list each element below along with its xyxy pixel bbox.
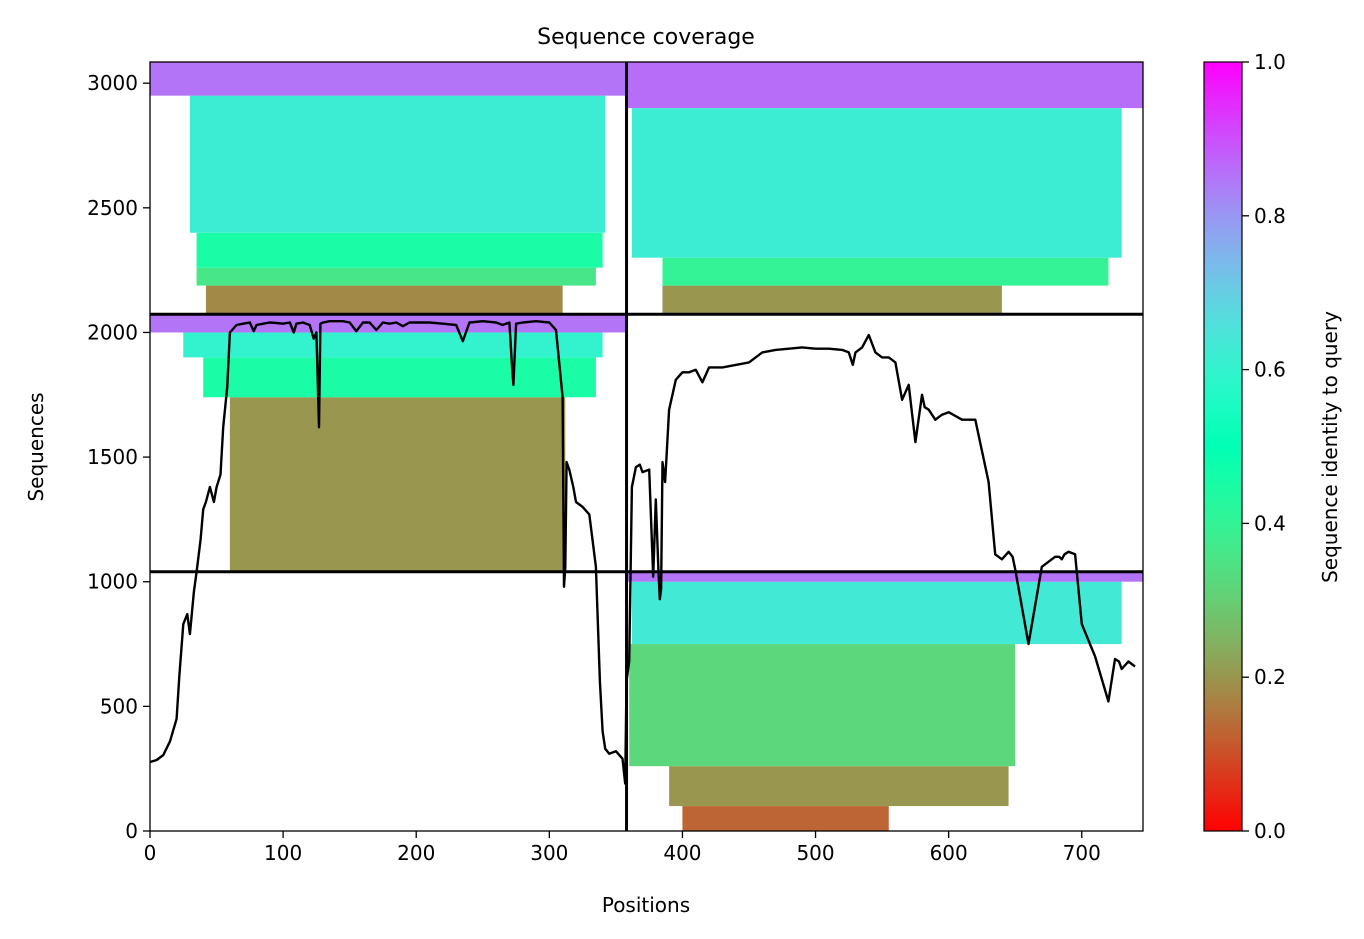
y-tick-label-3000: 3000	[87, 71, 138, 95]
identity-band-0-3	[189, 95, 606, 233]
x-tick-label-300: 300	[530, 841, 568, 865]
identity-band-0-4	[150, 62, 627, 96]
coverage-line	[149, 320, 1136, 785]
identity-band-3-0	[682, 806, 889, 831]
y-tick-label-0: 0	[125, 819, 138, 843]
y-tick-label-2500: 2500	[87, 196, 138, 220]
y-axis-label: Sequences	[24, 392, 48, 501]
identity-band-3-1	[669, 766, 1009, 807]
y-tick-label-1000: 1000	[87, 570, 138, 594]
x-tick-label-400: 400	[663, 841, 701, 865]
x-axis-label: Positions	[602, 893, 690, 917]
colorbar-tick-label-0: 0.0	[1254, 819, 1286, 843]
plot-frame	[149, 61, 1144, 832]
colorbar-tick-label-1: 0.2	[1254, 665, 1286, 689]
x-tick-label-200: 200	[397, 841, 435, 865]
identity-heatmap	[150, 62, 1143, 831]
identity-band-0-1	[196, 267, 596, 286]
colorbar	[1203, 61, 1243, 832]
x-axis-ticks: 0 100 200 300 400 500 600 700	[144, 831, 1101, 865]
coverage-line-group	[149, 320, 1136, 785]
identity-band-3-4	[626, 571, 1143, 582]
colorbar-tick-label-4: 0.8	[1254, 204, 1286, 228]
x-tick-label-100: 100	[264, 841, 302, 865]
x-tick-label-500: 500	[796, 841, 834, 865]
x-tick-label-600: 600	[930, 841, 968, 865]
y-tick-label-500: 500	[100, 694, 138, 718]
chart-title: Sequence coverage	[537, 25, 755, 50]
identity-band-3-3	[631, 581, 1122, 645]
colorbar-tick-label-5: 1.0	[1254, 50, 1286, 74]
identity-band-0-0	[205, 285, 563, 315]
identity-band-1-1	[662, 257, 1109, 286]
x-tick-label-0: 0	[144, 841, 157, 865]
y-tick-label-2000: 2000	[87, 320, 138, 344]
identity-band-2-1	[203, 357, 596, 398]
colorbar-label: Sequence identity to query	[1318, 311, 1342, 583]
x-tick-label-700: 700	[1063, 841, 1101, 865]
colorbar-tick-label-3: 0.6	[1254, 358, 1286, 382]
identity-band-1-0	[662, 285, 1002, 315]
colorbar-ticks: 0.0 0.2 0.4 0.6 0.8 1.0	[1242, 50, 1286, 843]
identity-band-2-2	[183, 332, 603, 358]
identity-band-1-3	[626, 62, 1143, 109]
identity-band-0-2	[196, 232, 603, 268]
colorbar-tick-label-2: 0.4	[1254, 511, 1286, 535]
y-axis-ticks: 0 500 1000 1500 2000 2500 3000	[87, 71, 150, 843]
y-tick-label-1500: 1500	[87, 445, 138, 469]
identity-band-2-0	[229, 397, 566, 572]
identity-band-1-2	[631, 108, 1122, 258]
identity-band-3-2	[629, 644, 1016, 767]
